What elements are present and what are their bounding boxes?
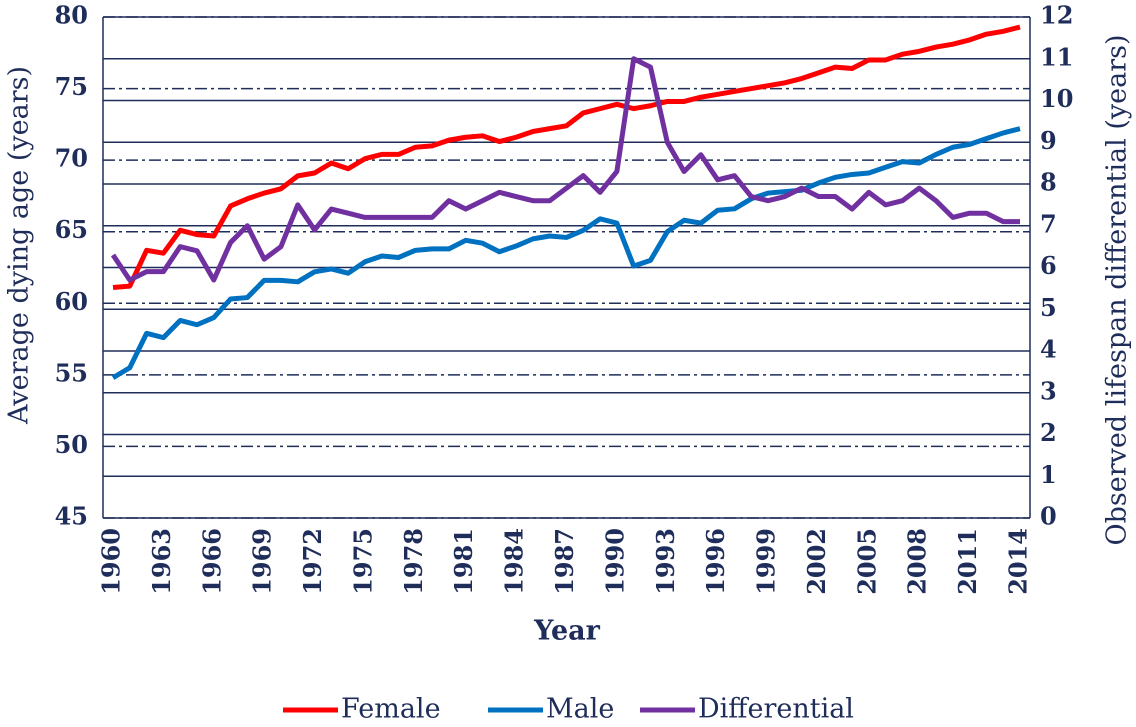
y2-tick-label: 10: [1040, 84, 1073, 113]
x-tick-label: 1960: [97, 528, 126, 595]
y2-tick-label: 6: [1040, 251, 1057, 280]
y2-tick-label: 1: [1040, 460, 1057, 489]
x-tick-label: 1972: [298, 528, 327, 595]
y2-tick-label: 12: [1040, 1, 1073, 30]
y2-tick-label: 0: [1040, 502, 1057, 531]
y-tick-label: 80: [55, 1, 88, 30]
y2-tick-label: 5: [1040, 293, 1057, 322]
x-axis-label: Year: [533, 616, 601, 647]
x-tick-label: 1990: [600, 528, 629, 595]
x-tick-label: 1984: [500, 528, 529, 595]
x-tick-label: 1999: [752, 528, 781, 595]
legend-label: Differential: [698, 694, 854, 725]
y2-tick-label: 2: [1040, 418, 1057, 447]
x-tick-label: 1993: [651, 528, 680, 595]
y-tick-label: 70: [55, 144, 88, 173]
y2-tick-label: 4: [1040, 335, 1057, 364]
legend-label: Male: [546, 694, 614, 725]
x-tick-label: 1975: [348, 528, 377, 595]
series-line: [111, 126, 1021, 380]
x-tick-label: 1966: [197, 528, 226, 595]
y2-tick-label: 8: [1040, 168, 1057, 197]
y-tick-label: 65: [55, 215, 88, 244]
y-tick-label: 45: [55, 502, 88, 531]
x-tick-label: 1996: [701, 528, 730, 595]
x-tick-label: 2011: [953, 528, 982, 595]
x-tick-label: 2008: [903, 528, 932, 595]
x-tick-label: 1981: [449, 528, 478, 595]
x-tick-label: 2005: [852, 528, 881, 595]
y2-tick-label: 11: [1040, 42, 1073, 71]
x-tick-label: 1963: [147, 528, 176, 595]
series-line: [110, 56, 1020, 283]
y-tick-label: 50: [55, 430, 88, 459]
y-axis-label: Average dying age (years): [4, 66, 35, 425]
y2-tick-label: 3: [1040, 376, 1057, 405]
x-tick-label: 2002: [802, 528, 831, 595]
x-tick-label: 1987: [550, 528, 579, 595]
y2-tick-label: 9: [1040, 126, 1057, 155]
x-tick-label: 2014: [1004, 528, 1033, 595]
y-tick-label: 75: [55, 72, 88, 101]
y2-tick-label: 7: [1040, 209, 1057, 238]
legend-label: Female: [341, 694, 441, 725]
y-tick-label: 60: [55, 287, 88, 316]
x-tick-label: 1969: [248, 528, 277, 595]
x-tick-label: 1978: [399, 528, 428, 595]
y2-axis-label: Observed lifespan differential (years): [1102, 34, 1133, 545]
series-line: [112, 24, 1021, 291]
y-tick-label: 55: [55, 358, 88, 387]
